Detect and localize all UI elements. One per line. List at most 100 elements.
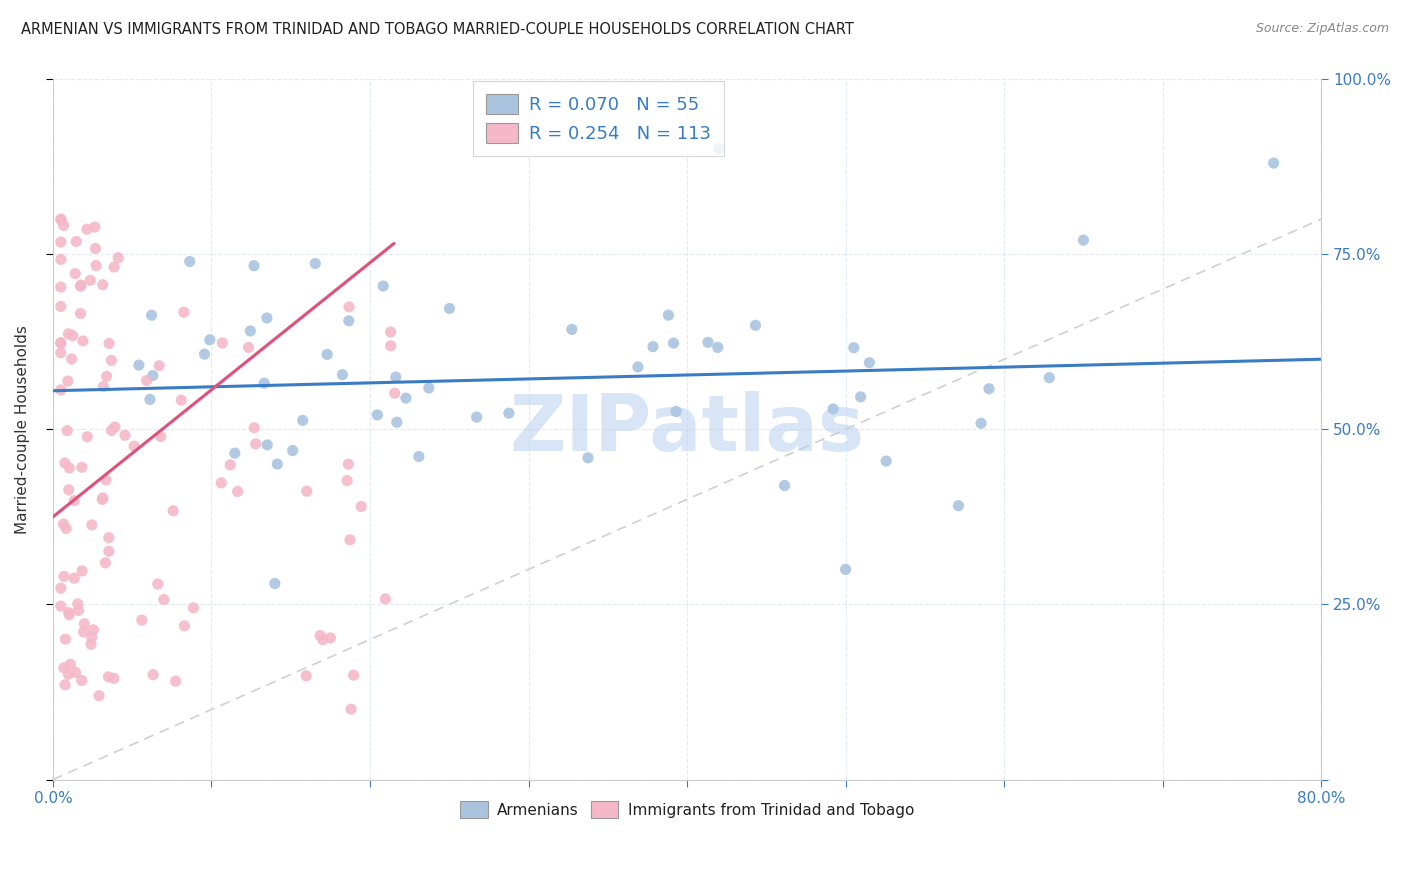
Point: [173, 305, 195, 319]
Point: [49, 383, 72, 397]
Point: [662, 336, 685, 351]
Point: [103, 260, 125, 274]
Point: [70, 278, 93, 293]
Point: [243, 421, 266, 435]
Point: [239, 324, 262, 338]
Point: [96, 369, 118, 384]
Point: [316, 347, 339, 361]
Point: [339, 533, 361, 547]
Point: [245, 437, 267, 451]
Point: [49, 252, 72, 267]
Point: [152, 592, 174, 607]
Point: [107, 251, 129, 265]
Point: [295, 669, 318, 683]
Point: [58, 667, 80, 681]
Point: [1038, 370, 1060, 384]
Point: [114, 428, 136, 442]
Point: [823, 402, 845, 417]
Point: [135, 374, 157, 388]
Point: [312, 632, 335, 647]
Point: [627, 359, 650, 374]
Point: [103, 671, 125, 685]
Y-axis label: Married-couple Households: Married-couple Households: [15, 325, 30, 533]
Point: [97, 531, 120, 545]
Point: [98, 336, 121, 351]
Point: [91, 491, 114, 505]
Point: [65, 665, 87, 680]
Point: [49, 212, 72, 227]
Point: [91, 492, 114, 507]
Point: [256, 438, 278, 452]
Point: [198, 333, 221, 347]
Point: [304, 256, 326, 270]
Point: [63, 493, 86, 508]
Point: [439, 301, 461, 316]
Point: [179, 254, 201, 268]
Point: [858, 356, 880, 370]
Point: [60, 351, 83, 366]
Point: [84, 242, 107, 256]
Point: [380, 339, 402, 353]
Point: [72, 625, 94, 640]
Point: [165, 674, 187, 689]
Point: [142, 368, 165, 383]
Point: [63, 571, 86, 585]
Point: [849, 390, 872, 404]
Point: [58, 461, 80, 475]
Point: [219, 458, 242, 472]
Point: [80, 637, 103, 651]
Point: [373, 279, 395, 293]
Point: [97, 544, 120, 558]
Point: [62, 328, 84, 343]
Point: [53, 456, 76, 470]
Point: [337, 300, 360, 314]
Point: [58, 606, 80, 620]
Point: [83, 220, 105, 235]
Point: [52, 219, 75, 233]
Point: [193, 347, 215, 361]
Point: [336, 474, 359, 488]
Point: [1073, 233, 1095, 247]
Point: [52, 661, 75, 675]
Point: [977, 382, 1000, 396]
Point: [97, 670, 120, 684]
Point: [49, 280, 72, 294]
Point: [211, 335, 233, 350]
Point: [291, 413, 314, 427]
Point: [58, 326, 80, 341]
Text: Source: ZipAtlas.com: Source: ZipAtlas.com: [1256, 22, 1389, 36]
Text: ZIPatlas: ZIPatlas: [509, 392, 865, 467]
Point: [76, 430, 98, 444]
Point: [55, 521, 77, 535]
Point: [67, 603, 90, 617]
Point: [366, 408, 388, 422]
Point: [384, 370, 406, 384]
Point: [70, 460, 93, 475]
Point: [340, 702, 363, 716]
Point: [104, 420, 127, 434]
Point: [94, 556, 117, 570]
Point: [49, 346, 72, 360]
Point: [875, 454, 897, 468]
Point: [384, 386, 406, 401]
Point: [498, 406, 520, 420]
Point: [72, 334, 94, 348]
Point: [295, 484, 318, 499]
Point: [87, 689, 110, 703]
Point: [142, 667, 165, 681]
Point: [842, 341, 865, 355]
Point: [52, 517, 75, 532]
Point: [59, 657, 82, 672]
Point: [576, 450, 599, 465]
Point: [374, 591, 396, 606]
Point: [465, 410, 488, 425]
Point: [243, 259, 266, 273]
Point: [773, 478, 796, 492]
Point: [148, 359, 170, 373]
Point: [91, 379, 114, 393]
Point: [162, 504, 184, 518]
Point: [256, 311, 278, 326]
Point: [337, 314, 360, 328]
Point: [209, 475, 232, 490]
Point: [84, 259, 107, 273]
